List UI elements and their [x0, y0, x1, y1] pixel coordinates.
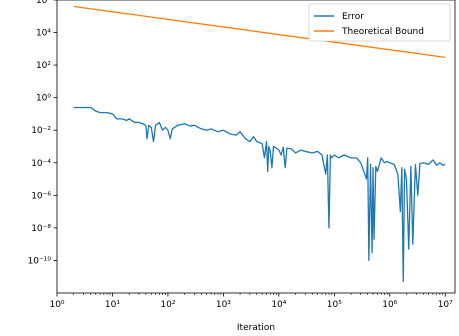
y-tick-label: 10⁻⁸ [31, 224, 51, 234]
y-tick-label: 10⁴ [36, 29, 51, 39]
theoretical-bound-line [73, 5, 446, 58]
y-tick-label: 10² [36, 61, 51, 71]
legend-bound-label: Theoretical Bound [341, 27, 424, 37]
y-tick-label: 10⁰ [36, 94, 51, 104]
legend: Error Theoretical Bound [308, 3, 451, 42]
x-tick-label: 10⁶ [382, 300, 397, 310]
x-axis-ticks: 10⁰ 10¹ 10² 10³ 10⁴ 10⁵ 10⁶ 10⁷ [49, 293, 453, 310]
x-tick-label: 10² [160, 300, 175, 310]
y-tick-label: 10⁻⁶ [31, 191, 51, 201]
x-tick-label: 10⁵ [327, 300, 342, 310]
y-tick-label: 10⁻⁴ [31, 159, 51, 169]
legend-box [308, 3, 451, 42]
legend-error-label: Error [342, 12, 364, 22]
y-tick-label: 10⁶ [36, 0, 51, 6]
x-tick-label: 10¹ [105, 300, 120, 310]
y-tick-label: 10⁻¹⁰ [28, 256, 52, 266]
series-layer [73, 5, 446, 283]
x-tick-label: 10⁴ [271, 300, 286, 310]
x-tick-label: 10⁷ [438, 300, 453, 310]
y-axis-ticks: 10⁻¹⁰ 10⁻⁸ 10⁻⁶ 10⁻⁴ 10⁻² 10⁰ 10² 10⁴ 10⁶ [28, 0, 57, 266]
x-tick-label: 10⁰ [49, 300, 64, 310]
x-axis-label: Iteration [237, 323, 275, 333]
y-tick-label: 10⁻² [31, 126, 51, 136]
x-tick-label: 10³ [216, 300, 231, 310]
plot-area [56, 0, 456, 294]
error-series-line [73, 106, 446, 283]
